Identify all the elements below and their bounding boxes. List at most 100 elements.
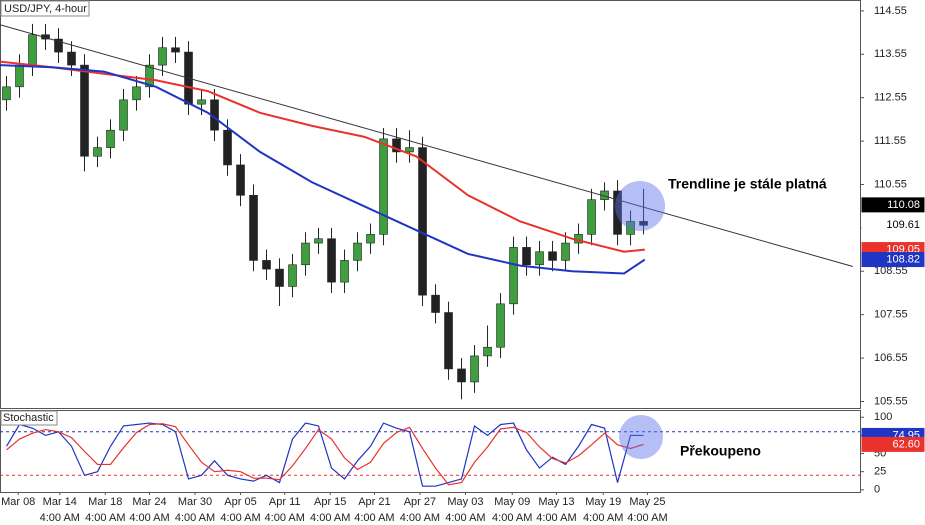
indicator-title: Stochastic [3, 412, 54, 424]
highlight-circle [619, 415, 663, 459]
y-tick-label: 108.55 [874, 265, 908, 277]
x-tick-label: Apr 15 [314, 496, 346, 508]
candle-body [236, 164, 245, 196]
x-tick-label: May 03 [447, 496, 483, 508]
x-tick-label: Apr 27 [404, 496, 436, 508]
candle-body [80, 64, 89, 157]
y-tick-label: 105.55 [874, 395, 908, 407]
candle-body [457, 368, 466, 383]
candle-body [587, 199, 596, 235]
candle-body [54, 38, 63, 53]
candle-body [262, 260, 271, 270]
x-time-label: 4:00 AM [354, 512, 394, 524]
x-tick-label: Mar 30 [178, 496, 212, 508]
candle-body [132, 86, 141, 101]
candle-body [327, 238, 336, 283]
candle-body [249, 195, 258, 261]
trendline [0, 24, 853, 267]
x-tick-label: Mar 24 [132, 496, 166, 508]
candle-body [171, 47, 180, 53]
annotation: Trendline je stále platná [668, 176, 827, 192]
x-tick-label: May 09 [494, 496, 530, 508]
price-label: 108.82 [886, 253, 920, 265]
candle-body [548, 251, 557, 261]
candle-body [418, 147, 427, 296]
title-box [0, 0, 90, 17]
x-tick-label: Apr 05 [224, 496, 256, 508]
candle-body [431, 294, 440, 313]
x-tick-label: Mar 08 [1, 496, 35, 508]
price-label: 62.60 [892, 438, 920, 450]
x-time-label: 4:00 AM [310, 512, 350, 524]
candle-body [301, 242, 310, 266]
stoch-line [6, 423, 644, 486]
candle-body [639, 221, 648, 226]
candle-body [392, 138, 401, 153]
price-label-box [861, 217, 925, 233]
candle-body [353, 242, 362, 261]
candle-body [223, 129, 232, 166]
x-tick-label: May 13 [538, 496, 574, 508]
candle-body [158, 47, 167, 66]
x-time-label: 4:00 AM [220, 512, 260, 524]
x-tick-label: May 25 [629, 496, 665, 508]
price-label-box [861, 252, 925, 268]
x-tick-label: Mar 18 [88, 496, 122, 508]
x-tick-label: May 19 [585, 496, 621, 508]
x-time-label: 4:00 AM [583, 512, 623, 524]
annotation: Překoupeno [680, 443, 761, 459]
x-tick-label: Apr 21 [358, 496, 390, 508]
candle-body [314, 238, 323, 244]
price-label-box [861, 436, 925, 452]
candle-body [509, 247, 518, 305]
chart-title: USD/JPY, 4-hour [4, 3, 87, 15]
candle-body [483, 346, 492, 357]
candle-body [67, 51, 76, 66]
candle-body [145, 64, 154, 88]
title-box [0, 410, 58, 426]
x-tick-label: Apr 11 [269, 496, 301, 508]
candle-body [119, 99, 128, 131]
candle-body [496, 303, 505, 348]
price-label: 109.61 [886, 219, 920, 231]
candle-body [405, 147, 414, 153]
x-time-label: 4:00 AM [400, 512, 440, 524]
candle-body [275, 268, 284, 287]
x-time-label: 4:00 AM [129, 512, 169, 524]
x-time-label: 4:00 AM [40, 512, 80, 524]
y-tick-label: 110.55 [874, 178, 907, 190]
candle-body [613, 190, 622, 235]
candle-body [626, 221, 635, 235]
x-time-label: 4:00 AM [265, 512, 305, 524]
x-time-label: 4:00 AM [85, 512, 125, 524]
candle-body [340, 260, 349, 283]
x-time-label: 4:00 AM [627, 512, 667, 524]
candle-body [444, 312, 453, 370]
candle-body [561, 242, 570, 261]
main-panel [0, 0, 861, 409]
x-time-label: 4:00 AM [445, 512, 485, 524]
candle-body [535, 251, 544, 266]
candle-body [470, 355, 479, 383]
candle-body [288, 264, 297, 287]
y-tick-label: 114.55 [874, 5, 907, 17]
moving-average [0, 64, 646, 275]
stoch-line [5, 422, 644, 487]
candle-body [15, 64, 24, 88]
candle-body [106, 129, 115, 148]
candle-body [366, 234, 375, 244]
candle-body [197, 99, 206, 105]
x-tick-label: Mar 14 [43, 496, 77, 508]
x-time-label: 4:00 AM [175, 512, 215, 524]
y-tick-label: 25 [874, 466, 886, 478]
y-tick-label: 111.55 [874, 135, 906, 147]
x-time-label: 4:00 AM [536, 512, 576, 524]
candle-body [93, 147, 102, 157]
candle-body [28, 34, 37, 66]
y-tick-label: 107.55 [874, 309, 908, 321]
y-tick-label: 112.55 [874, 92, 907, 104]
y-tick-label: 113.55 [874, 48, 907, 60]
price-label-box [861, 197, 925, 213]
candle-body [2, 86, 11, 101]
candle-body [522, 247, 531, 266]
